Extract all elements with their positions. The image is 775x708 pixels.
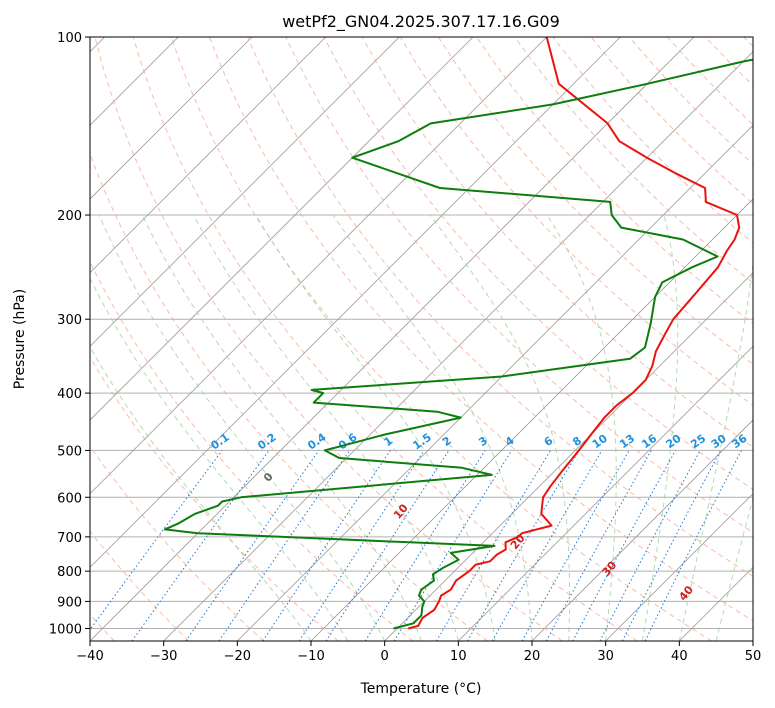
moist-adiabat-line: [255, 214, 496, 641]
mixing-ratio-lines: [90, 450, 742, 641]
dry-adiabat-line: [90, 445, 264, 641]
plot-frame: [89, 36, 754, 642]
dry-adiabat-line: [90, 152, 488, 641]
isotherm-line: [90, 37, 695, 641]
isotherm-line: [90, 37, 621, 568]
y-tick-label: 200: [57, 209, 82, 224]
y-tick-label: 1000: [49, 622, 82, 637]
moist-adiabat-line: [642, 214, 679, 641]
chart-title: wetPf2_GN04.2025.307.17.16.G09: [282, 12, 560, 32]
dry-adiabat-line: [399, 37, 753, 407]
dry-adiabat-line: [90, 260, 414, 641]
mixing-ratio-line: [521, 450, 630, 641]
x-tick-label: 40: [671, 649, 688, 664]
moist-adiabat-line: [90, 346, 312, 641]
moist-adiabat-line: [192, 214, 459, 641]
x-tick-label: 0: [381, 649, 389, 664]
x-tick-label: 30: [597, 649, 614, 664]
mixing-ratio-line: [185, 450, 320, 641]
dry-adiabat-line: [209, 37, 753, 622]
dry-adiabat-line: [247, 37, 753, 577]
isotherm-line: [605, 493, 753, 641]
isobar-lines: [90, 37, 753, 629]
y-tick-label: 900: [57, 595, 82, 610]
moist-adiabat-line: [546, 214, 617, 641]
y-tick-label: 100: [57, 31, 82, 46]
isotherm-line: [90, 37, 474, 421]
y-axis-ticks: 100 200 300 400 500 600 700 800 900 1000: [49, 31, 90, 637]
y-tick-label: 300: [57, 313, 82, 328]
isotherm-line: [458, 345, 753, 641]
dry-adiabat-line: [170, 37, 712, 641]
isotherm-line: [90, 37, 400, 347]
mixing-ratio-line: [393, 450, 513, 641]
x-tick-label: 10: [450, 649, 467, 664]
mixing-ratio-line: [131, 450, 270, 641]
x-axis-ticks: −40 −30 −20 −10 0 10 20 30 40 50: [76, 641, 761, 664]
dry-adiabat-line: [90, 530, 190, 641]
isotherm-line: [237, 124, 753, 641]
x-tick-label: −30: [150, 649, 177, 664]
dewpoint-line: [163, 58, 753, 630]
isotherm-line: [163, 51, 753, 641]
mixing-ratio-line: [644, 450, 742, 641]
y-tick-label: 600: [57, 491, 82, 506]
mixing-ratio-line: [325, 450, 450, 641]
mixing-ratio-line: [621, 450, 722, 641]
y-tick-label: 500: [57, 444, 82, 459]
isotherm-lines: [90, 37, 753, 641]
profile-series: [163, 37, 753, 630]
isotherm-line: [90, 37, 253, 200]
x-tick-label: −20: [224, 649, 251, 664]
y-tick-label: 400: [57, 387, 82, 402]
moist-adiabat-line: [332, 214, 533, 641]
mixing-ratio-line: [545, 450, 652, 641]
moist-adiabat-line: [429, 214, 571, 641]
dry-adiabat-line: [514, 37, 753, 284]
plot-area: 0.10.20.40.611.52346810131620253036-100-…: [90, 37, 753, 641]
moist-adiabat-line: [678, 260, 753, 641]
mixing-ratio-line: [262, 450, 391, 641]
x-tick-label: −40: [76, 649, 103, 664]
y-tick-label: 800: [57, 565, 82, 580]
moist-adiabat-line: [715, 496, 753, 641]
x-axis-label: Temperature (°C): [360, 681, 482, 697]
moist-adiabat-line: [141, 214, 422, 641]
dry-adiabat-line: [90, 356, 339, 641]
isotherm-line: [90, 37, 326, 274]
y-tick-label: 700: [57, 531, 82, 546]
moist-adiabat-lines: [90, 214, 753, 641]
x-tick-label: −10: [297, 649, 324, 664]
x-tick-label: 20: [524, 649, 541, 664]
isotherm-line: [531, 419, 753, 641]
y-axis-label: Pressure (hPa): [12, 289, 28, 389]
mixing-ratio-line: [90, 450, 223, 631]
dry-adiabat-line: [285, 37, 753, 534]
moist-adiabat-line: [90, 277, 349, 641]
isotherm-line: [384, 272, 753, 641]
mixing-ratio-line: [298, 450, 425, 641]
x-tick-label: 50: [745, 649, 762, 664]
mixing-ratio-line: [572, 450, 676, 641]
temperature-line: [407, 37, 741, 630]
mixing-ratio-line: [218, 450, 351, 641]
dry-adiabat-line: [132, 37, 638, 641]
isotherm-line: [90, 37, 547, 495]
